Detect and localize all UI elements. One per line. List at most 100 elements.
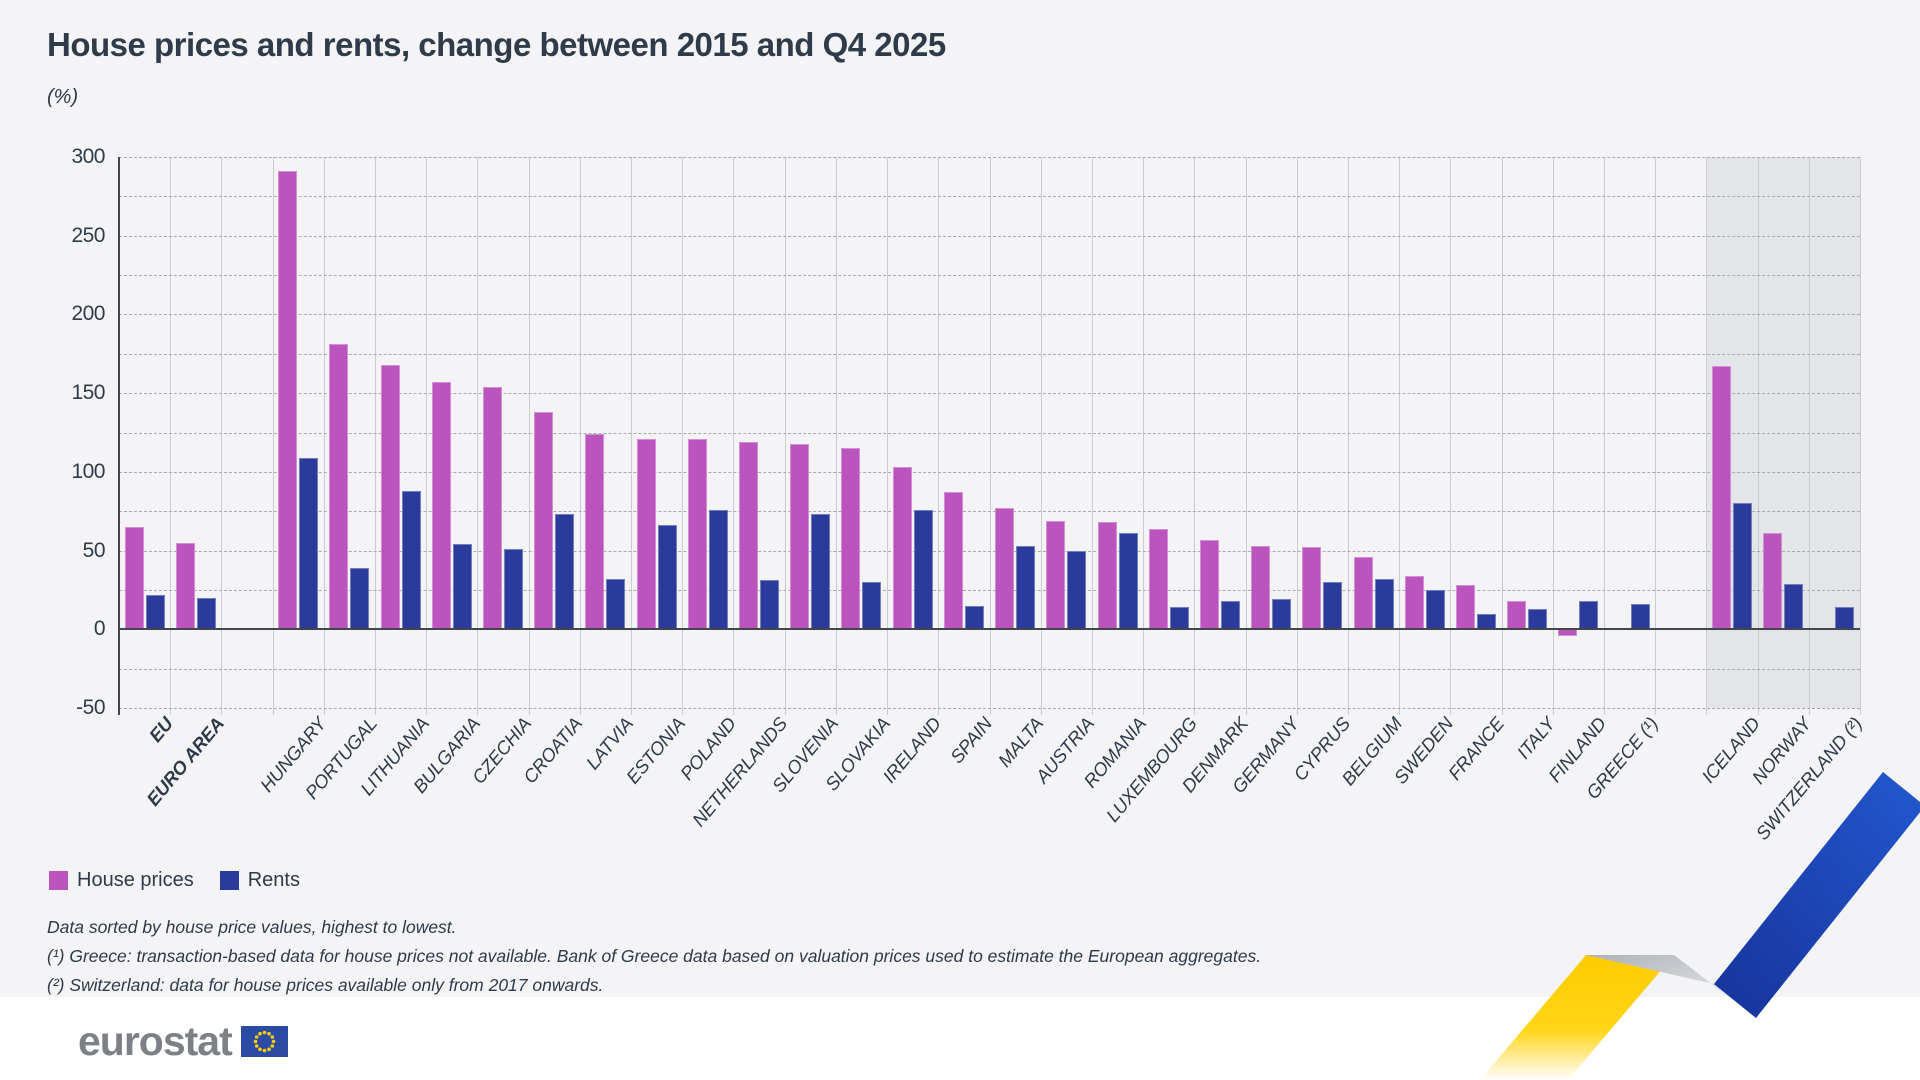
footnote-switzerland: (²) Switzerland: data for house prices a…	[47, 975, 604, 995]
bar-rent-spain	[964, 605, 984, 630]
vertical-gridline	[733, 157, 735, 715]
bar-rent-switzerland	[1835, 607, 1855, 630]
vertical-gridline	[528, 157, 530, 715]
horizontal-gridline	[119, 471, 1860, 473]
horizontal-gridline	[119, 235, 1860, 237]
bar-house-netherlands	[739, 441, 759, 630]
vertical-gridline	[1143, 157, 1145, 715]
bar-house-spain	[943, 492, 963, 630]
eurostat-wordmark: eurostat	[78, 1018, 233, 1064]
horizontal-gridline	[119, 511, 1860, 513]
bar-house-iceland	[1711, 366, 1731, 630]
bar-house-cyprus	[1302, 547, 1322, 630]
bar-house-czechia	[483, 386, 503, 630]
bar-rent-finland	[1579, 600, 1599, 630]
vertical-gridline	[1603, 157, 1605, 715]
bar-rent-romania	[1118, 533, 1138, 630]
bar-house-hungary	[278, 171, 298, 630]
bar-house-slovakia	[841, 448, 861, 630]
bar-rent-czechia	[504, 548, 524, 630]
bar-house-sweden	[1404, 575, 1424, 630]
vertical-gridline	[1091, 157, 1093, 715]
horizontal-gridline	[119, 393, 1860, 395]
horizontal-gridline	[119, 314, 1860, 316]
footnote-greece: (¹) Greece: transaction-based data for h…	[47, 946, 1262, 966]
vertical-gridline	[579, 157, 581, 715]
bar-rent-estonia	[657, 525, 677, 630]
bar-rent-ireland	[913, 509, 933, 630]
horizontal-gridline	[119, 275, 1860, 277]
house-prices-swatch	[49, 871, 68, 890]
bar-rent-eu	[145, 594, 165, 630]
bar-rent-malta	[1016, 545, 1036, 630]
vertical-gridline	[631, 157, 633, 715]
bar-rent-bulgaria	[452, 544, 472, 630]
bar-house-norway	[1763, 533, 1783, 630]
vertical-gridline	[323, 157, 325, 715]
vertical-gridline	[1860, 157, 1861, 715]
bar-house-lithuania	[380, 364, 400, 630]
y-axis-tick-label: 200	[71, 302, 105, 326]
bar-rent-netherlands	[760, 580, 780, 630]
vertical-gridline	[1808, 157, 1810, 715]
bar-rent-hungary	[299, 457, 319, 630]
bar-rent-latvia	[606, 578, 626, 630]
legend-item-house-prices: House prices	[49, 869, 194, 892]
rents-swatch	[219, 871, 239, 890]
y-axis-tick-label: 0	[93, 617, 106, 641]
vertical-gridline	[477, 157, 479, 715]
vertical-gridline	[426, 157, 428, 715]
bar-house-belgium	[1353, 556, 1373, 630]
bar-rent-france	[1476, 613, 1496, 630]
vertical-gridline	[682, 157, 684, 715]
bar-rent-portugal	[350, 567, 370, 630]
y-axis-line	[118, 157, 120, 715]
bar-house-romania	[1097, 522, 1117, 630]
bar-rent-belgium	[1374, 578, 1394, 630]
bar-house-malta	[995, 508, 1015, 630]
vertical-gridline	[1757, 157, 1759, 715]
rents-legend-label: Rents	[247, 869, 300, 891]
horizontal-gridline	[119, 589, 1860, 591]
vertical-gridline	[272, 157, 274, 715]
bar-rent-greece	[1630, 604, 1650, 630]
vertical-gridline	[1296, 157, 1298, 715]
horizontal-gridline	[119, 353, 1860, 355]
vertical-gridline	[221, 157, 223, 715]
vertical-gridline	[887, 157, 889, 715]
horizontal-gridline	[119, 196, 1860, 198]
vertical-gridline	[835, 157, 837, 715]
vertical-gridline	[170, 157, 172, 715]
bar-house-austria	[1046, 520, 1066, 630]
vertical-gridline	[784, 157, 786, 715]
footnote-sort-order: Data sorted by house price values, highe…	[47, 917, 457, 937]
y-axis-tick-label: 150	[71, 381, 105, 405]
bar-house-euro-area	[175, 542, 195, 630]
y-axis-tick-label: 50	[82, 538, 106, 562]
bar-house-bulgaria	[431, 382, 451, 630]
vertical-gridline	[1552, 157, 1554, 715]
vertical-gridline	[1040, 157, 1042, 715]
bar-house-poland	[687, 438, 707, 630]
bar-house-luxembourg	[1148, 528, 1168, 630]
footnotes: Data sorted by house price values, highe…	[47, 913, 1261, 1000]
vertical-gridline	[1655, 157, 1657, 715]
bar-rent-cyprus	[1323, 582, 1343, 630]
vertical-gridline	[938, 157, 940, 715]
bar-house-germany	[1251, 545, 1271, 630]
bar-house-estonia	[636, 438, 656, 630]
horizontal-gridline	[119, 708, 1860, 709]
chart-title: House prices and rents, change between 2…	[47, 26, 946, 63]
bar-house-denmark	[1199, 539, 1219, 630]
bar-house-eu	[124, 526, 144, 630]
vertical-gridline	[375, 157, 377, 715]
y-axis-tick-label: 100	[71, 459, 105, 483]
vertical-gridline	[1501, 157, 1503, 715]
bar-house-slovenia	[790, 443, 810, 630]
horizontal-gridline	[119, 550, 1860, 552]
bar-house-italy	[1507, 600, 1527, 630]
vertical-gridline	[1245, 157, 1247, 715]
bar-rent-iceland	[1732, 503, 1752, 630]
horizontal-gridline	[119, 432, 1860, 434]
bar-house-ireland	[892, 467, 912, 630]
